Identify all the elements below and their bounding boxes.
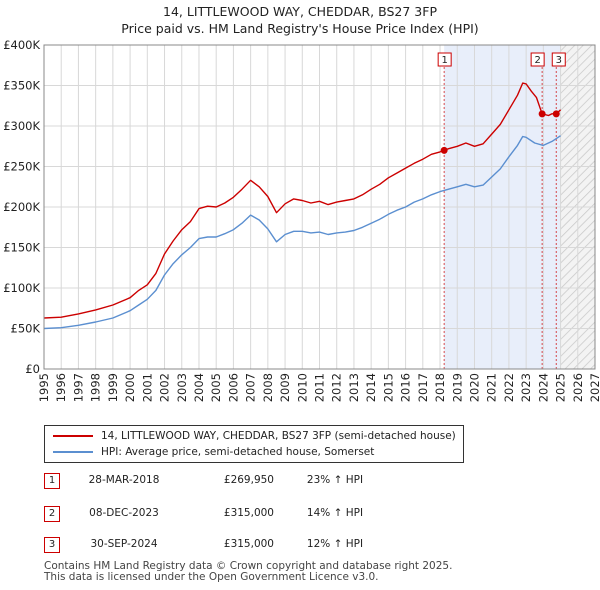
y-tick-label: £150K [3,241,40,255]
transaction-hpi: 14% ↑ HPI [306,507,364,519]
x-tick-label: 2027 [588,373,600,402]
x-tick-label: 2003 [175,373,189,402]
x-tick-label: 1997 [71,373,85,402]
y-tick-label: £200K [3,200,40,214]
x-tick-label: 2021 [485,373,499,402]
x-tick-label: 2026 [571,373,585,402]
price-paid-line [43,82,562,319]
x-tick-label: 2011 [313,373,327,402]
transaction-price: £315,000 [223,538,274,550]
transaction-label-box [551,52,566,67]
table-row: 3 30-SEP-2024 £315,000 12% ↑ HPI [44,537,464,555]
transaction-price: £269,950 [223,474,274,486]
transaction-label-box [437,52,452,67]
x-tick-label: 2012 [330,373,344,402]
table-row: 2 08-DEC-2023 £315,000 14% ↑ HPI [44,506,464,524]
y-tick-label: £400K [3,38,40,52]
y-tick-label: £350K [3,79,40,93]
transaction-label-number: 2 [534,55,540,66]
x-tick-label: 2020 [467,373,481,402]
legend-swatch-hpi [53,451,93,453]
y-tick-label: £100K [3,281,40,295]
transaction-marker [552,110,560,118]
table-row: 1 28-MAR-2018 £269,950 23% ↑ HPI [44,473,464,491]
x-tick-label: 2016 [399,373,413,402]
legend-item-price: 14, LITTLEWOOD WAY, CHEDDAR, BS27 3FP (s… [53,428,456,444]
transaction-date: 28-MAR-2018 [88,474,160,486]
x-tick-label: 2022 [502,373,516,402]
x-tick-label: 1999 [106,373,120,402]
transaction-badge: 2 [44,506,60,522]
plot-frame [43,44,596,370]
x-tick-label: 2017 [416,373,430,402]
footer: Contains HM Land Registry data © Crown c… [44,561,452,583]
x-tick-label: 1996 [54,373,68,402]
hpi-line [43,135,561,330]
x-tick-label: 2009 [278,373,292,402]
legend-label-price: 14, LITTLEWOOD WAY, CHEDDAR, BS27 3FP (s… [101,430,456,442]
y-tick-label: £300K [3,119,40,133]
x-tick-label: 2004 [192,373,206,402]
transaction-marker [440,146,448,154]
x-tick-label: 2013 [347,373,361,402]
x-tick-label: 2000 [123,373,137,402]
x-tick-label: 2005 [209,373,223,402]
y-tick-label: £0 [25,362,40,376]
transaction-hpi: 23% ↑ HPI [306,474,364,486]
transaction-label-number: 3 [556,55,562,66]
x-tick-label: 1995 [37,373,51,402]
footer-licence: This data is licensed under the Open Gov… [44,571,379,583]
x-tick-label: 2010 [295,373,309,402]
legend-swatch-price [53,435,93,437]
transaction-badge: 3 [44,537,60,553]
chart-title: 14, LITTLEWOOD WAY, CHEDDAR, BS27 3FP [163,4,437,19]
x-tick-label: 2019 [450,373,464,402]
x-tick-label: 2014 [364,373,378,402]
x-tick-label: 2007 [244,373,258,402]
legend-label-hpi: HPI: Average price, semi-detached house,… [101,446,375,458]
transaction-badge: 1 [44,473,60,489]
transaction-date: 30-SEP-2024 [90,538,158,550]
footer-copyright: Contains HM Land Registry data © Crown c… [44,560,453,572]
x-tick-label: 2006 [226,373,240,402]
price-chart: 1 2 3 £0 £50K £100K £150K £200K £250K £300K £350K… [3,38,600,402]
x-tick-label: 1998 [89,373,103,402]
x-tick-label: 2002 [158,373,172,402]
transaction-label-number: 1 [441,55,447,66]
x-tick-label: 2025 [554,373,568,402]
x-tick-label: 2018 [433,373,447,402]
x-tick-label: 2015 [381,373,395,402]
x-tick-label: 2024 [536,373,550,402]
transaction-price: £315,000 [223,507,274,519]
chart-subtitle: Price paid vs. HM Land Registry's House … [121,21,479,36]
transaction-label-box [530,52,545,67]
transaction-date: 08-DEC-2023 [89,507,159,519]
y-tick-label: £50K [11,322,41,336]
transaction-hpi: 12% ↑ HPI [306,538,364,550]
legend-item-hpi: HPI: Average price, semi-detached house,… [53,444,374,460]
x-tick-label: 2001 [140,373,154,402]
x-tick-label: 2008 [261,373,275,402]
y-tick-label: £250K [3,160,40,174]
x-tick-label: 2023 [519,373,533,402]
legend: 14, LITTLEWOOD WAY, CHEDDAR, BS27 3FP (s… [44,425,464,463]
transaction-marker [538,110,546,118]
